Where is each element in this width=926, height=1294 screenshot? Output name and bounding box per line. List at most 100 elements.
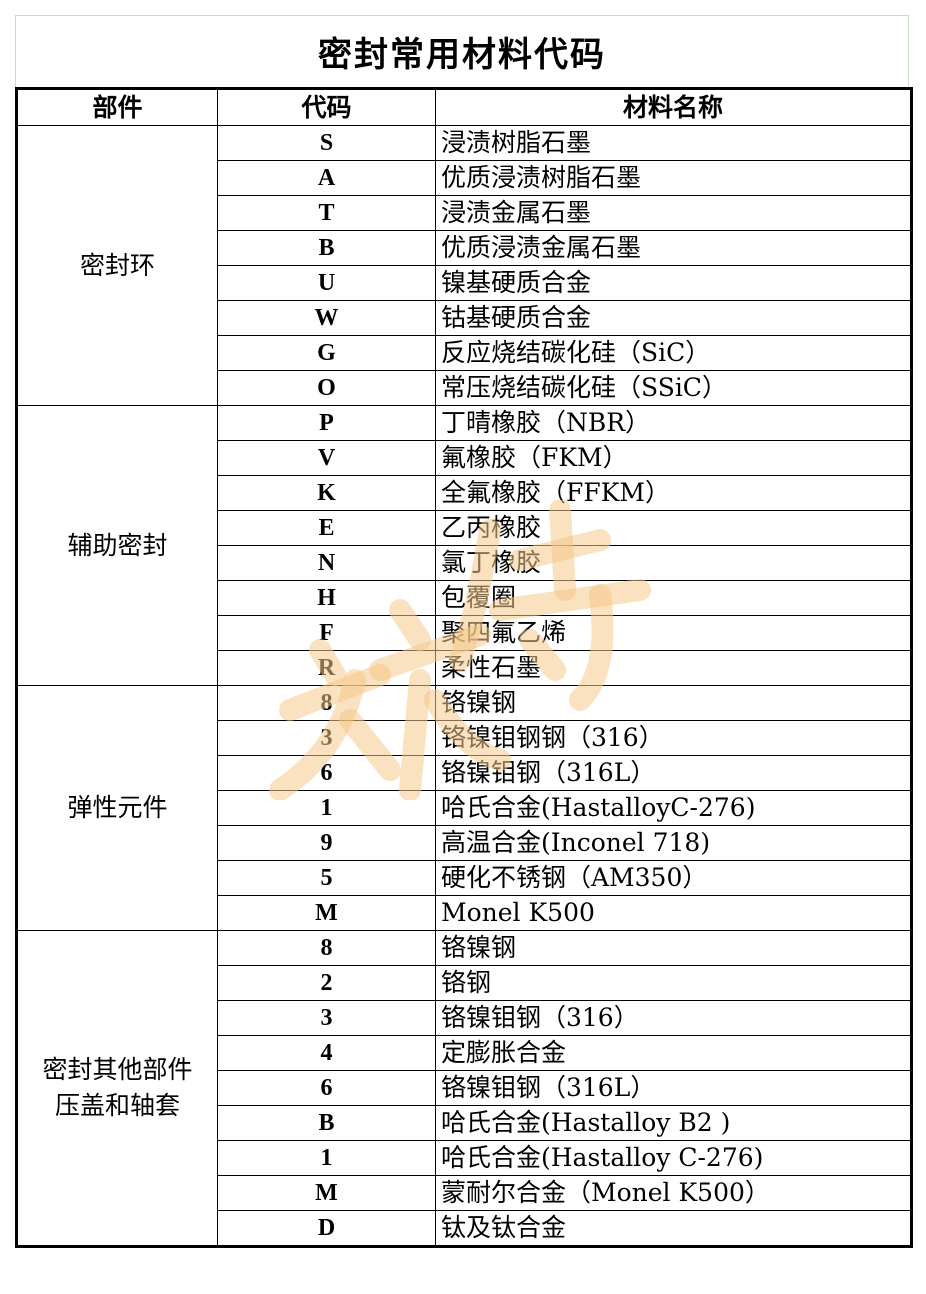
code-cell: 1 — [217, 1140, 436, 1176]
code-cell: P — [217, 405, 436, 441]
table-row: M Monel K500 — [17, 895, 912, 931]
code-cell: 3 — [217, 1000, 436, 1036]
table-row: T 浸渍金属石墨 — [17, 195, 912, 231]
table-row: 9 高温合金(Inconel 718) — [17, 825, 912, 861]
code-cell: 2 — [217, 965, 436, 1001]
code-cell: E — [217, 510, 436, 546]
material-name-cell: 乙丙橡胶 — [435, 510, 912, 546]
code-cell: D — [217, 1210, 436, 1247]
material-name-cell: 铬镍钢 — [435, 930, 912, 966]
table-row: B 优质浸渍金属石墨 — [17, 230, 912, 266]
material-name-cell: 浸渍金属石墨 — [435, 195, 912, 231]
material-name-cell: 硬化不锈钢（AM350） — [435, 860, 912, 896]
material-name-cell: 铬钢 — [435, 965, 912, 1001]
code-cell: R — [217, 650, 436, 686]
part-label: 辅助密封 — [67, 530, 168, 560]
part-cell: 密封其他部件 压盖和轴套 — [16, 930, 218, 1247]
part-cell: 辅助密封 — [16, 405, 218, 686]
table-row: 弹性元件 8 铬镍钢 — [16, 685, 912, 931]
table-row: 6 铬镍钼钢（316L） — [17, 1070, 912, 1106]
code-cell: 4 — [217, 1035, 436, 1071]
material-name-cell: 氟橡胶（FKM） — [435, 440, 912, 476]
code-cell: 8 — [217, 685, 436, 721]
material-name-cell: 钴基硬质合金 — [435, 300, 912, 336]
material-name-cell: 全氟橡胶（FFKM） — [435, 475, 912, 511]
material-name-cell: 柔性石墨 — [435, 650, 912, 686]
code-cell: 9 — [217, 825, 436, 861]
table-row: 密封其他部件 压盖和轴套 8 铬镍钢 — [16, 930, 912, 1247]
material-name-cell: Monel K500 — [435, 895, 912, 931]
part-cell: 弹性元件 — [16, 685, 218, 931]
code-cell: K — [217, 475, 436, 511]
part-label: 密封环 — [79, 250, 155, 280]
part-label: 密封其他部件 — [42, 1055, 193, 1084]
header-material-name: 材料名称 — [435, 87, 912, 126]
material-name-cell: 定膨胀合金 — [435, 1035, 912, 1071]
code-cell: G — [217, 335, 436, 371]
table-row: V 氟橡胶（FKM） — [17, 440, 912, 476]
code-cell: 6 — [217, 1070, 436, 1106]
material-name-cell: 铬镍钼钢（316L） — [435, 1070, 912, 1106]
table-row: 2 铬钢 — [17, 965, 912, 1001]
code-cell: 1 — [217, 790, 436, 826]
title-box: 密封常用材料代码 — [15, 15, 909, 87]
material-name-cell: 氯丁橡胶 — [435, 545, 912, 581]
material-name-cell: 蒙耐尔合金（Monel K500） — [435, 1175, 912, 1211]
material-name-cell: 高温合金(Inconel 718) — [435, 825, 912, 861]
material-name-cell: 哈氏合金(Hastalloy B2 ) — [435, 1105, 912, 1141]
material-name-cell: 反应烧结碳化硅（SiC） — [435, 335, 912, 371]
table-row: 3 铬镍钼钢（316） — [17, 1000, 912, 1036]
table-row: 4 定膨胀合金 — [17, 1035, 912, 1071]
table-row: G 反应烧结碳化硅（SiC） — [17, 335, 912, 371]
table-row: 密封环 S 浸渍树脂石墨 — [16, 125, 912, 406]
material-name-cell: 丁晴橡胶（NBR） — [435, 405, 912, 441]
material-name-cell: 优质浸渍金属石墨 — [435, 230, 912, 266]
material-name-cell: 铬镍钼钢（316L） — [435, 755, 912, 791]
table-row: A 优质浸渍树脂石墨 — [17, 160, 912, 196]
material-name-cell: 哈氏合金(HastalloyC-276) — [435, 790, 912, 826]
table-row: D 钛及钛合金 — [17, 1210, 912, 1247]
material-name-cell: 铬镍钼钢钢（316） — [435, 720, 912, 756]
header-part: 部件 — [16, 87, 218, 126]
code-cell: 3 — [217, 720, 436, 756]
table-row: W 钴基硬质合金 — [17, 300, 912, 336]
code-cell: M — [217, 895, 436, 931]
material-name-cell: 常压烧结碳化硅（SSiC） — [435, 370, 912, 406]
material-name-cell: 钛及钛合金 — [435, 1210, 912, 1247]
code-cell: A — [217, 160, 436, 196]
table-row: 辅助密封 P 丁晴橡胶（NBR） — [16, 405, 912, 686]
code-cell: 5 — [217, 860, 436, 896]
code-cell: S — [217, 125, 436, 161]
material-name-cell: 铬镍钼钢（316） — [435, 1000, 912, 1036]
part-label: 弹性元件 — [67, 793, 168, 822]
code-cell: O — [217, 370, 436, 406]
material-name-cell: 包覆圈 — [435, 580, 912, 616]
material-name-cell: 铬镍钢 — [435, 685, 912, 721]
table-body: 密封环 S 浸渍树脂石墨 A 优质浸渍树脂石墨 T 浸渍金属石墨 B 优质浸渍金属石墨 U 镍基硬质… — [16, 125, 912, 1247]
material-name-cell: 聚四氟乙烯 — [435, 615, 912, 651]
code-cell: T — [217, 195, 436, 231]
material-name-cell: 镍基硬质合金 — [435, 265, 912, 301]
code-cell: F — [217, 615, 436, 651]
code-cell: V — [217, 440, 436, 476]
header-row: 部件 代码 材料名称 — [16, 87, 912, 126]
code-cell: N — [217, 545, 436, 581]
code-cell: 6 — [217, 755, 436, 791]
table-row: O 常压烧结碳化硅（SSiC） — [17, 370, 912, 406]
material-name-cell: 浸渍树脂石墨 — [435, 125, 912, 161]
page-title: 密封常用材料代码 — [318, 35, 606, 75]
code-cell: W — [217, 300, 436, 336]
material-name-cell: 优质浸渍树脂石墨 — [435, 160, 912, 196]
material-name-cell: 哈氏合金(Hastalloy C-276) — [435, 1140, 912, 1176]
part-cell: 密封环 — [16, 125, 218, 406]
code-cell: B — [217, 230, 436, 266]
part-label: 压盖和轴套 — [54, 1091, 180, 1120]
code-cell: B — [217, 1105, 436, 1141]
table-row: K 全氟橡胶（FFKM） — [17, 475, 912, 511]
material-code-table: 部件 代码 材料名称 密封环 S 浸渍树脂石墨 A 优质浸渍树脂石墨 T 浸渍金属石墨 B 优质… — [15, 87, 913, 1248]
code-cell: M — [217, 1175, 436, 1211]
header-code: 代码 — [217, 87, 436, 126]
code-cell: U — [217, 265, 436, 301]
code-cell: 8 — [217, 930, 436, 966]
code-cell: H — [217, 580, 436, 616]
